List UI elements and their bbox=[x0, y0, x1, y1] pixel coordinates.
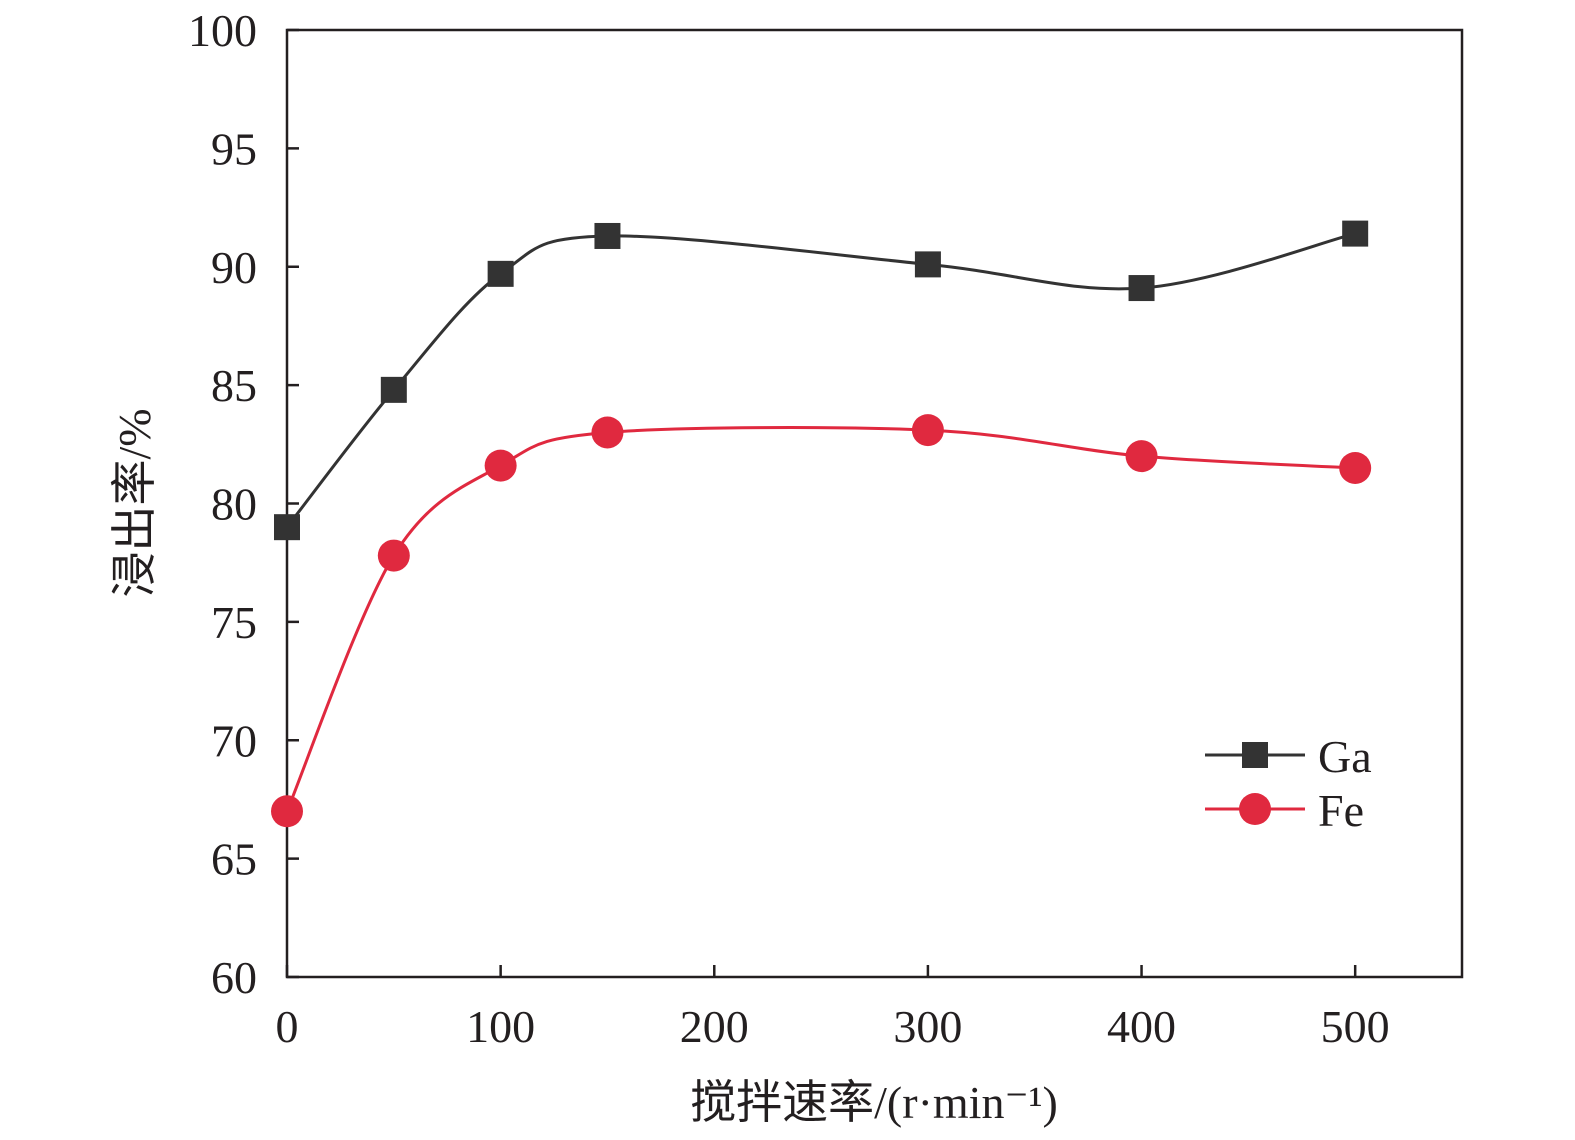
data-point-fe bbox=[1339, 451, 1372, 484]
x-tick-label: 200 bbox=[680, 1001, 749, 1052]
axes: 0 100 200 300 400 500 60 65 70 75 80 85 90 95 100 bbox=[188, 5, 1464, 1052]
legend-marker bbox=[1242, 742, 1268, 768]
legend-label: Ga bbox=[1318, 731, 1372, 782]
data-point-ga bbox=[274, 514, 300, 541]
x-tick-label: 400 bbox=[1107, 1001, 1176, 1052]
x-axis-label: 搅拌速率/(r·min⁻¹) bbox=[690, 1077, 1058, 1128]
data-point-fe bbox=[911, 414, 944, 447]
y-tick-label: 80 bbox=[211, 479, 257, 530]
data-point-fe bbox=[377, 539, 410, 572]
data-point-fe bbox=[591, 416, 624, 449]
x-tick-label: 0 bbox=[276, 1001, 299, 1052]
y-tick-label: 90 bbox=[211, 242, 257, 293]
y-tick-label: 70 bbox=[211, 715, 257, 766]
x-tick-label: 500 bbox=[1321, 1001, 1390, 1052]
data-point-ga bbox=[380, 376, 407, 403]
data-point-ga bbox=[1128, 275, 1155, 302]
data-point-ga bbox=[594, 222, 621, 249]
series-line-fe bbox=[285, 426, 1356, 812]
y-axis-label: 浸出率/% bbox=[109, 408, 160, 597]
legend-item-ga: Ga bbox=[1205, 731, 1372, 782]
y-tick-label: 65 bbox=[211, 834, 257, 885]
y-tick-label: 85 bbox=[211, 360, 257, 411]
x-tick-label: 300 bbox=[893, 1001, 962, 1052]
series-ga bbox=[274, 220, 1369, 541]
series-line-ga bbox=[285, 232, 1356, 529]
legend-item-fe: Fe bbox=[1205, 785, 1364, 836]
data-point-fe bbox=[1125, 440, 1158, 473]
plot-frame bbox=[285, 28, 1464, 979]
y-tick-label: 60 bbox=[211, 952, 257, 1003]
data-point-ga bbox=[487, 260, 514, 287]
data-point-ga bbox=[1342, 220, 1369, 247]
legend-label: Fe bbox=[1318, 785, 1364, 836]
y-tick-label: 75 bbox=[211, 597, 257, 648]
data-point-fe bbox=[271, 795, 303, 828]
legend-marker bbox=[1239, 793, 1271, 825]
x-tick-label: 100 bbox=[466, 1001, 535, 1052]
data-point-ga bbox=[914, 251, 941, 278]
y-tick-label: 95 bbox=[211, 123, 257, 174]
data-point-fe bbox=[484, 449, 517, 482]
series-fe bbox=[271, 414, 1372, 828]
series-layer bbox=[271, 220, 1372, 828]
y-tick-label: 100 bbox=[188, 5, 257, 56]
